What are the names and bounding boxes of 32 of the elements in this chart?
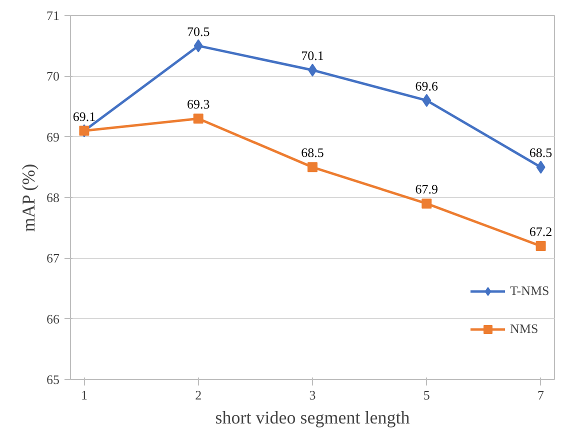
data-label: 69.3: [186, 96, 210, 112]
point: [536, 241, 546, 252]
data-label: 68.5: [301, 145, 324, 160]
legend-label: T-NMS: [510, 283, 550, 299]
y-tick-label: 69: [46, 129, 60, 144]
x-tick-label: 7: [538, 388, 545, 402]
y-tick-label: 66: [46, 311, 60, 326]
data-label: 67.2: [529, 224, 552, 240]
y-tick-label: 68: [46, 190, 60, 205]
data-label: 69.1: [72, 108, 96, 124]
x-tick-label: 5: [423, 388, 430, 402]
x-tick-label: 1: [80, 388, 88, 402]
point: [194, 39, 203, 52]
data-label: 70.5: [186, 24, 210, 39]
y-tick-label: 65: [46, 372, 60, 387]
y-tick-label: 67: [46, 250, 60, 266]
data-label: 68.5: [529, 145, 552, 160]
x-tick-label: 3: [309, 388, 316, 402]
data-label: 67.9: [415, 182, 438, 197]
data-label: 69.6: [415, 78, 439, 94]
x-axis-title: short video segment length: [215, 408, 410, 428]
y-tick-label: 70: [46, 68, 60, 84]
point: [308, 162, 318, 172]
point: [422, 198, 432, 209]
y-tick-label: 71: [46, 8, 60, 23]
data-label: 70.1: [301, 48, 324, 64]
y-axis-title: mAP (%): [18, 164, 38, 232]
x-tick-label: 2: [195, 388, 202, 402]
point: [193, 114, 204, 124]
point: [422, 94, 432, 107]
point: [536, 160, 546, 174]
legend-label: NMS: [510, 321, 538, 337]
